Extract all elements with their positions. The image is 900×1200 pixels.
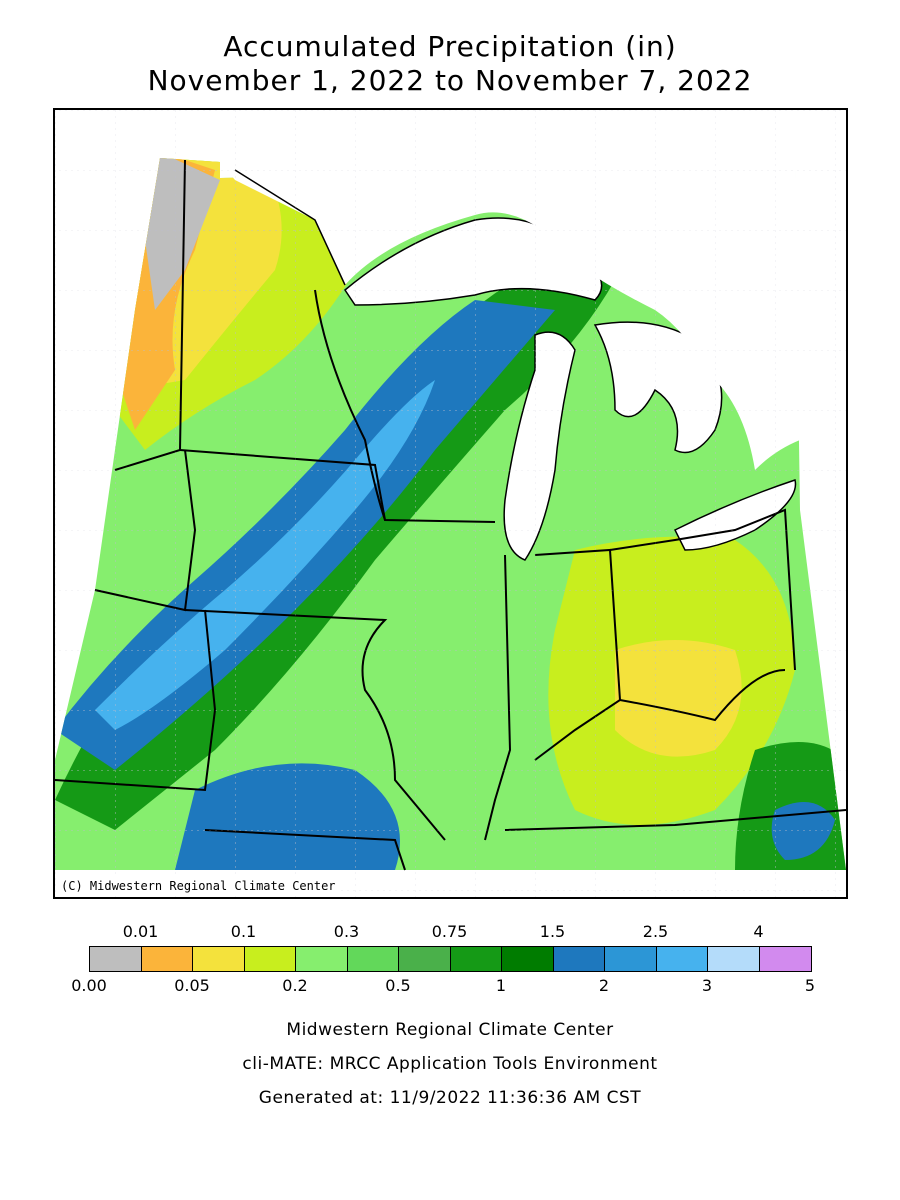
legend-swatch — [605, 947, 657, 971]
legend-bottom-label: 1 — [495, 976, 507, 995]
legend-swatch — [244, 947, 296, 971]
legend-swatch — [553, 947, 605, 971]
footer-generated-time: Generated at: 11/9/2022 11:36:36 AM CST — [258, 1088, 642, 1108]
footer-organization: Midwestern Regional Climate Center — [286, 1020, 614, 1040]
precipitation-map: (C) Midwestern Regional Climate Center — [53, 108, 848, 899]
legend-swatch — [90, 947, 142, 971]
legend-swatch — [656, 947, 708, 971]
legend-bottom-label: 5 — [804, 976, 816, 995]
legend-bottom-label: 0.00 — [71, 976, 107, 995]
legend-top-label: 4 — [753, 922, 764, 941]
legend-bottom-label: 3 — [701, 976, 713, 995]
legend-swatch — [502, 947, 554, 971]
map-title: Accumulated Precipitation (in) — [223, 30, 677, 63]
legend-top-label: 0.1 — [230, 922, 257, 941]
footer-application: cli-MATE: MRCC Application Tools Environ… — [242, 1054, 658, 1074]
copyright-label: (C) Midwestern Regional Climate Center — [58, 878, 339, 894]
legend-swatch — [759, 947, 811, 971]
legend-top-label: 1.5 — [539, 922, 566, 941]
legend-bottom-label: 0.5 — [385, 976, 411, 995]
legend-swatch — [708, 947, 760, 971]
legend-swatch — [347, 947, 399, 971]
legend-top-label: 0.3 — [333, 922, 360, 941]
legend-bottom-label: 0.05 — [174, 976, 210, 995]
legend-top-label: 2.5 — [642, 922, 669, 941]
legend-swatch — [450, 947, 502, 971]
legend: 0.00 0.05 0.2 0.5 1 2 3 5 0.01 0.1 0.3 0.75 1.5 2.5 4 — [0, 920, 900, 1000]
legend-top-label: 0.01 — [122, 922, 159, 941]
legend-swatch — [296, 947, 348, 971]
legend-swatch — [193, 947, 245, 971]
legend-swatch — [141, 947, 193, 971]
legend-top-label: 0.75 — [431, 922, 468, 941]
legend-bottom-label: 0.2 — [282, 976, 308, 995]
legend-colorbar — [89, 946, 812, 972]
map-canvas — [55, 110, 846, 897]
legend-bottom-label: 2 — [598, 976, 610, 995]
map-date-range: November 1, 2022 to November 7, 2022 — [147, 64, 753, 97]
legend-swatch — [399, 947, 451, 971]
